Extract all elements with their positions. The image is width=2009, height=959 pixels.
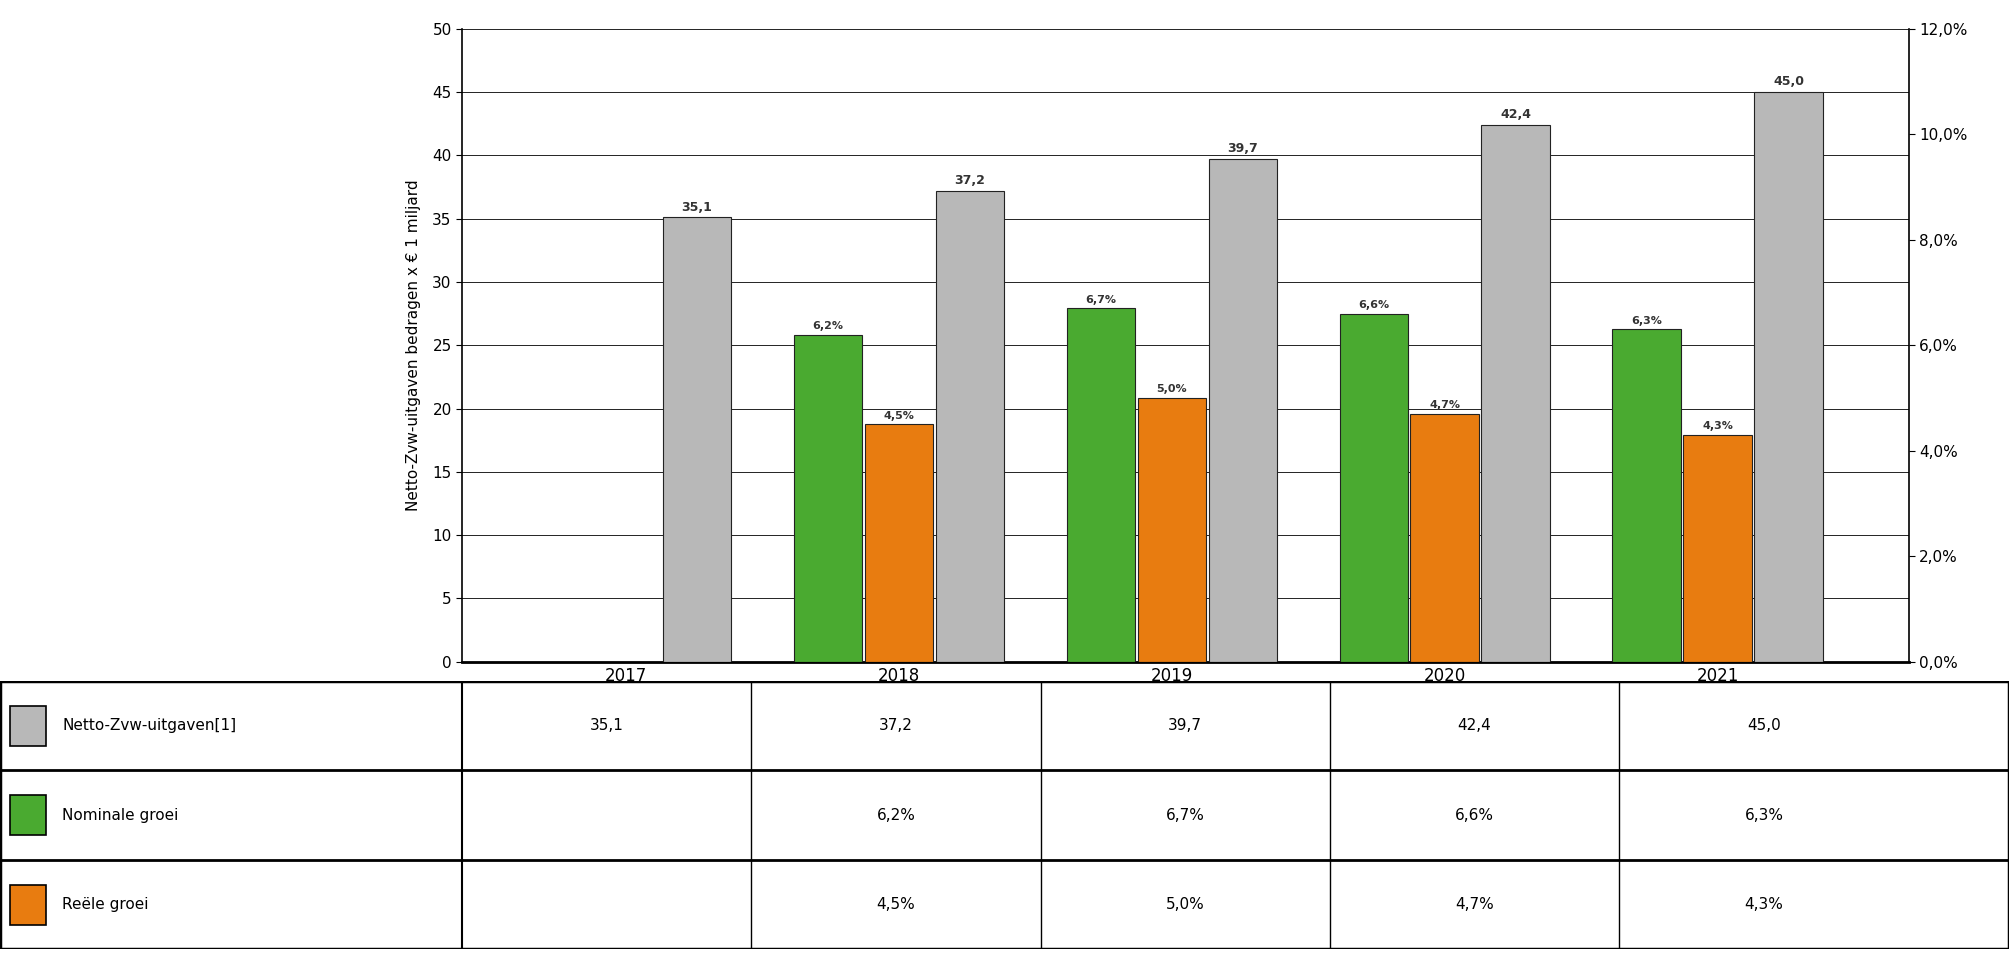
Y-axis label: Netto-Zvw-uitgaven bedragen x € 1 miljard: Netto-Zvw-uitgaven bedragen x € 1 miljar…	[406, 179, 422, 511]
Text: 42,4: 42,4	[1501, 108, 1531, 121]
Text: 5,0%: 5,0%	[1157, 385, 1187, 394]
Bar	[1137, 398, 1205, 662]
Text: 5,0%: 5,0%	[1165, 898, 1205, 912]
Bar	[936, 191, 1004, 662]
Text: 39,7: 39,7	[1169, 718, 1201, 733]
Text: 4,3%: 4,3%	[1702, 421, 1734, 432]
Bar	[1754, 92, 1822, 662]
Bar	[864, 424, 932, 662]
Text: 6,3%: 6,3%	[1744, 807, 1784, 823]
Text: 4,5%: 4,5%	[876, 898, 916, 912]
Text: 42,4: 42,4	[1459, 718, 1491, 733]
Text: 37,2: 37,2	[880, 718, 912, 733]
Text: 6,6%: 6,6%	[1358, 300, 1388, 310]
Text: 45,0: 45,0	[1748, 718, 1780, 733]
Text: 4,3%: 4,3%	[1744, 898, 1784, 912]
Bar	[1684, 434, 1752, 662]
FancyBboxPatch shape	[10, 884, 46, 924]
Bar	[1613, 329, 1682, 662]
Text: 6,2%: 6,2%	[812, 321, 844, 331]
Text: Nominale groei: Nominale groei	[62, 807, 179, 823]
FancyBboxPatch shape	[10, 706, 46, 746]
Text: Netto-Zvw-uitgaven[1]: Netto-Zvw-uitgaven[1]	[62, 718, 237, 733]
Text: 39,7: 39,7	[1227, 142, 1258, 155]
Text: 6,7%: 6,7%	[1085, 294, 1117, 305]
Bar	[663, 218, 731, 662]
Text: 6,6%: 6,6%	[1455, 807, 1495, 823]
Text: 35,1: 35,1	[591, 718, 623, 733]
Text: 6,7%: 6,7%	[1165, 807, 1205, 823]
Text: 4,7%: 4,7%	[1428, 400, 1461, 410]
Text: 4,7%: 4,7%	[1455, 898, 1495, 912]
Text: 4,5%: 4,5%	[884, 410, 914, 421]
Text: 37,2: 37,2	[954, 174, 984, 187]
Bar	[1481, 125, 1549, 662]
Text: 6,3%: 6,3%	[1631, 316, 1661, 326]
Text: 6,2%: 6,2%	[876, 807, 916, 823]
Bar	[1209, 159, 1278, 662]
Text: 35,1: 35,1	[681, 200, 713, 214]
Text: 45,0: 45,0	[1774, 75, 1804, 88]
Bar	[1067, 308, 1135, 662]
FancyBboxPatch shape	[10, 795, 46, 835]
Bar	[794, 335, 862, 662]
Text: Reële groei: Reële groei	[62, 898, 149, 912]
Bar	[1410, 413, 1479, 662]
Bar	[1340, 314, 1408, 662]
